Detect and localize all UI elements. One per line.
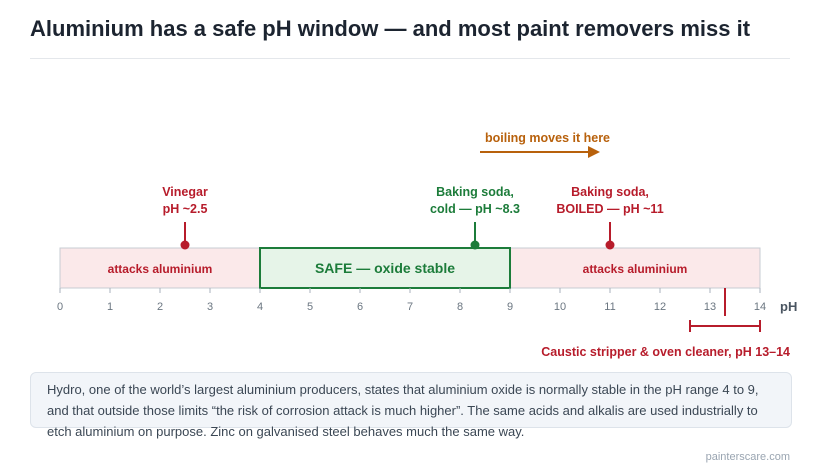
attack-zone-acid xyxy=(59,247,261,289)
vinegar-marker-dot xyxy=(180,240,190,250)
title-divider xyxy=(30,58,790,59)
attack-zone-alkali xyxy=(509,247,761,289)
axis-tick-label-11: 11 xyxy=(604,301,615,313)
baking-soda-cold-marker-label-line-1: Baking soda, xyxy=(436,185,514,199)
baking-soda-boiled-marker-label-line-2: BOILED — pH ~11 xyxy=(556,202,663,216)
ph-scale-diagram: attacks aluminium SAFE — oxide stable atta… xyxy=(57,131,797,359)
axis-tick-label-3: 3 xyxy=(207,301,213,313)
vinegar-marker-label-line-2: pH ~2.5 xyxy=(163,202,208,216)
axis-unit-label: pH xyxy=(780,299,797,314)
boiling-shift-arrowhead xyxy=(588,146,600,158)
attack-zone-acid-label: attacks aluminium xyxy=(108,262,213,276)
safe-zone-border xyxy=(259,247,511,289)
attack-zone-alkali-label: attacks aluminium xyxy=(583,262,688,276)
page-title: Aluminium has a safe pH window — and mos… xyxy=(30,16,751,41)
axis-tick-label-14: 14 xyxy=(754,301,766,313)
baking-soda-cold-marker-label-line-2: cold — pH ~8.3 xyxy=(430,202,520,216)
axis-tick-label-8: 8 xyxy=(457,301,463,313)
axis-tick-label-10: 10 xyxy=(554,301,566,313)
axis-tick-label-12: 12 xyxy=(654,301,666,313)
axis-tick-label-9: 9 xyxy=(507,301,513,313)
axis-tick-label-0: 0 xyxy=(57,301,63,313)
baking-soda-boiled-marker-label-line-1: Baking soda, xyxy=(571,185,649,199)
source-note: Hydro, one of the world’s largest alumin… xyxy=(30,372,792,439)
axis-tick-label-7: 7 xyxy=(407,301,413,313)
axis-tick-label-13: 13 xyxy=(704,301,716,313)
baking-soda-boiled-marker-dot xyxy=(605,240,615,250)
axis-tick-label-2: 2 xyxy=(157,301,163,313)
axis-tick-label-4: 4 xyxy=(257,301,263,313)
safe-zone-label: SAFE — oxide stable xyxy=(315,260,455,276)
axis-tick-label-1: 1 xyxy=(107,301,113,313)
axis-tick-label-5: 5 xyxy=(307,301,313,313)
baking-soda-cold-marker-dot xyxy=(470,240,480,250)
vinegar-marker-label-line-1: Vinegar xyxy=(162,185,208,199)
caustic-range-label: Caustic stripper & oven cleaner, pH 13–1… xyxy=(541,345,790,359)
axis-tick-label-6: 6 xyxy=(357,301,363,313)
boiling-shift-label: boiling moves it here xyxy=(485,131,610,145)
site-credit: painterscare.com xyxy=(705,451,790,463)
